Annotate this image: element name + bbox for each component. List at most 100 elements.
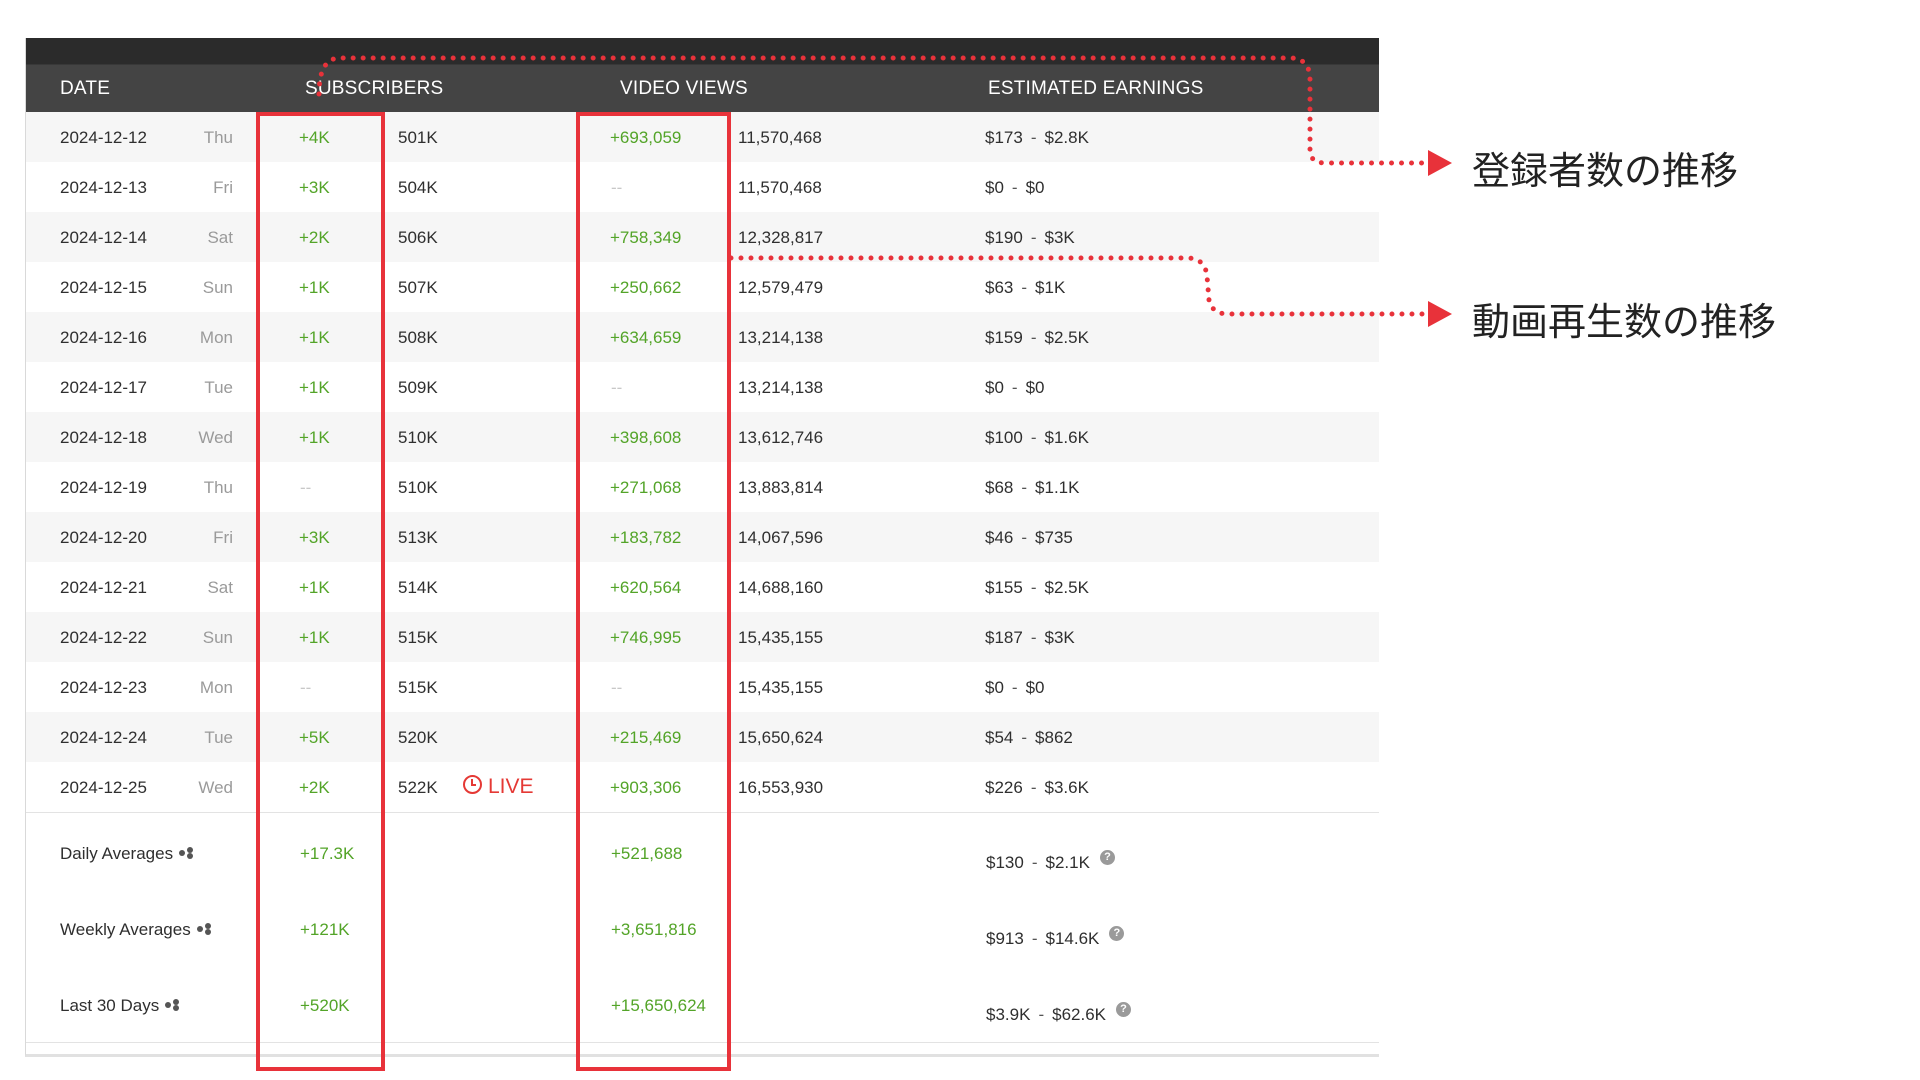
subscriber-change-cell: +5K — [299, 728, 330, 747]
earnings-low: $155 — [985, 578, 1023, 597]
earnings-high: $862 — [1035, 728, 1073, 747]
earnings-low: $173 — [985, 128, 1023, 147]
subscriber-total-cell: 515K — [398, 628, 438, 647]
share-icon[interactable] — [165, 999, 180, 1011]
earnings-low: $0 — [985, 178, 1004, 197]
weekday-cell: Wed — [198, 428, 233, 447]
date-cell: 2024-12-22 — [60, 628, 147, 647]
weekday-cell: Fri — [213, 178, 233, 197]
earnings-low: $3.9K — [986, 1005, 1031, 1024]
range-separator: - — [1030, 328, 1037, 347]
view-change-cell: -- — [611, 178, 623, 197]
earnings-high: $0 — [1025, 178, 1045, 197]
summary-earnings-range: $3.9K - $62.6K? — [986, 1002, 1131, 1025]
earnings-high: $2.5K — [1044, 578, 1089, 597]
earnings-low: $913 — [986, 929, 1024, 948]
header-estimated-earnings[interactable]: ESTIMATED EARNINGS — [988, 78, 1204, 99]
view-total-cell: 13,214,138 — [738, 328, 824, 347]
range-separator: - — [1021, 728, 1028, 747]
weekday-cell: Sun — [202, 278, 233, 297]
range-separator: - — [1038, 1005, 1045, 1024]
summary-earnings-range: $913- $14.6K? — [986, 926, 1125, 949]
view-total-cell: 13,883,814 — [738, 478, 824, 497]
subscriber-change-cell: +3K — [299, 178, 330, 197]
range-separator: - — [1030, 428, 1037, 447]
earnings-high: $14.6K — [1045, 929, 1100, 948]
subscriber-change-cell: +1K — [299, 428, 330, 447]
date-cell: 2024-12-12 — [60, 128, 147, 147]
subscriber-total-cell: 522K — [398, 778, 438, 797]
date-cell: 2024-12-18 — [60, 428, 147, 447]
summary-label: Weekly Averages — [60, 920, 211, 940]
view-total-cell: 15,650,624 — [738, 728, 824, 747]
weekday-cell: Tue — [204, 378, 233, 397]
summary-subscriber-change: +121K — [300, 920, 350, 939]
header-date[interactable]: DATE — [60, 78, 111, 99]
subscriber-total-cell: 506K — [398, 228, 438, 247]
summary-view-change: +15,650,624 — [611, 996, 707, 1015]
subscriber-total-cell: 504K — [398, 178, 438, 197]
share-icon[interactable] — [179, 847, 194, 859]
earnings-low: $130 — [986, 853, 1024, 872]
view-change-cell: +250,662 — [610, 278, 682, 297]
subscriber-total-cell: 507K — [398, 278, 438, 297]
range-separator: - — [1011, 678, 1018, 697]
summary-view-change: +3,651,816 — [611, 920, 697, 939]
subscriber-change-cell: -- — [300, 678, 312, 697]
subscriber-change-cell: +1K — [299, 328, 330, 347]
range-separator: - — [1030, 778, 1037, 797]
earnings-range-cell: $187- $3K — [985, 628, 1075, 648]
earnings-range-cell: $63- $1K — [985, 278, 1065, 298]
view-change-cell: +183,782 — [610, 528, 682, 547]
view-change-cell: +746,995 — [610, 628, 682, 647]
summary-label: Last 30 Days — [60, 996, 180, 1016]
earnings-low: $46 — [985, 528, 1014, 547]
table-row: 2024-12-21 Sat +1K 514K +620,564 14,688,160 $1… — [26, 562, 1379, 613]
subscribers-trend-callout: 登録者数の推移 — [1472, 149, 1739, 193]
earnings-range-cell: $155- $2.5K — [985, 578, 1089, 598]
view-total-cell: 15,435,155 — [738, 628, 824, 647]
subscribers-arrowhead-icon — [1428, 150, 1452, 176]
subscribers-highlight-box — [256, 112, 385, 1071]
help-icon[interactable]: ? — [1109, 926, 1125, 941]
weekday-cell: Tue — [204, 728, 233, 747]
earnings-low: $0 — [985, 378, 1004, 397]
clock-icon — [463, 775, 482, 794]
earnings-high: $1.1K — [1035, 478, 1080, 497]
view-total-cell: 13,612,746 — [738, 428, 824, 447]
summary-row: Last 30 Days +520K +15,650,624 $3.9K - $62.6K… — [26, 966, 1379, 1043]
view-change-cell: -- — [611, 378, 623, 397]
earnings-high: $2.1K — [1045, 853, 1090, 872]
earnings-range-cell: $0- $0 — [985, 378, 1045, 398]
view-total-cell: 15,435,155 — [738, 678, 824, 697]
share-icon[interactable] — [196, 923, 211, 935]
view-change-cell: +620,564 — [610, 578, 682, 597]
date-cell: 2024-12-17 — [60, 378, 147, 397]
table-row: 2024-12-14 Sat +2K 506K +758,349 12,328,817 $1… — [26, 212, 1379, 263]
table-row: 2024-12-18 Wed +1K 510K +398,608 13,612,746 $1… — [26, 412, 1379, 463]
date-cell: 2024-12-19 — [60, 478, 147, 497]
view-change-cell: +271,068 — [610, 478, 682, 497]
help-icon[interactable]: ? — [1116, 1002, 1131, 1017]
view-total-cell: 11,570,468 — [738, 178, 822, 197]
earnings-range-cell: $159- $2.5K — [985, 328, 1089, 348]
subscriber-total-cell: 520K — [398, 728, 438, 747]
live-badge[interactable]: LIVE — [463, 775, 534, 799]
range-separator: - — [1021, 278, 1028, 297]
live-label: LIVE — [488, 775, 534, 798]
subscriber-change-cell: +2K — [299, 228, 330, 247]
help-icon[interactable]: ? — [1099, 850, 1115, 865]
earnings-high: $2.5K — [1044, 328, 1089, 347]
earnings-range-cell: $46- $735 — [985, 528, 1073, 548]
range-separator: - — [1011, 378, 1018, 397]
weekday-cell: Mon — [199, 328, 233, 347]
summary-label-text: Weekly Averages — [60, 920, 191, 939]
date-cell: 2024-12-24 — [60, 728, 147, 747]
range-separator: - — [1031, 929, 1038, 948]
view-total-cell: 13,214,138 — [738, 378, 824, 397]
view-change-cell: +215,469 — [610, 728, 682, 747]
header-subscribers[interactable]: SUBSCRIBERS — [305, 78, 444, 99]
earnings-range-cell: $173- $2.8K — [985, 128, 1089, 148]
header-video-views[interactable]: VIDEO VIEWS — [620, 78, 748, 99]
view-change-cell: +634,659 — [610, 328, 682, 347]
